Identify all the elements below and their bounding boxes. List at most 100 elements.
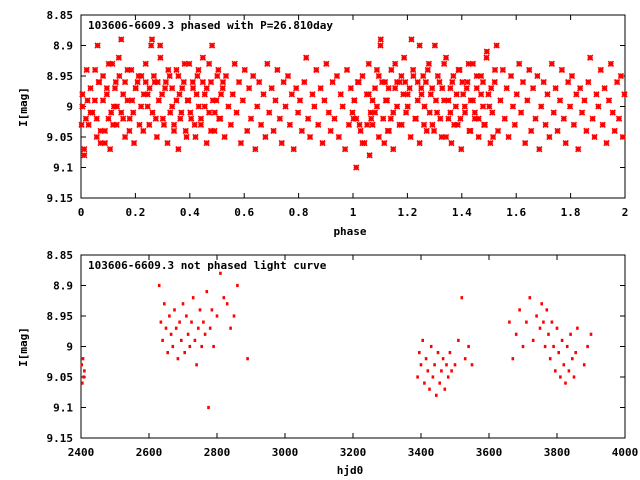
- phased-data-point: [331, 115, 338, 122]
- phased-data-point: [402, 78, 409, 86]
- unphased-data-point: [569, 332, 572, 336]
- phased-data-point: [99, 72, 107, 80]
- phased-data-point: [366, 152, 373, 159]
- unphased-data-point: [421, 338, 424, 342]
- phased-y-axis-label: I[mag]: [17, 87, 30, 127]
- phased-data-point: [544, 91, 551, 98]
- phased-data-point: [118, 36, 125, 43]
- phased-data-point: [597, 66, 604, 74]
- phased-data-point: [294, 109, 302, 116]
- unphased-data-point: [528, 296, 532, 300]
- phased-data-point: [78, 121, 85, 128]
- phased-data-point: [391, 85, 399, 92]
- phased-y-tick-label: 9.05: [47, 131, 74, 144]
- phased-data-point: [459, 78, 466, 86]
- unphased-data-point: [576, 326, 579, 330]
- unphased-data-point: [416, 375, 419, 379]
- phased-data-point: [84, 97, 91, 104]
- unphased-data-point: [205, 290, 209, 294]
- phased-data-point: [448, 139, 455, 147]
- unphased-data-point: [554, 369, 557, 373]
- unphased-data-point: [562, 363, 566, 367]
- unphased-data-point: [542, 320, 545, 324]
- phased-data-point: [491, 78, 498, 86]
- unphased-data-point: [428, 387, 431, 391]
- phased-data-point: [201, 103, 208, 110]
- phased-data-point: [195, 103, 202, 110]
- phased-data-point: [205, 60, 213, 67]
- phased-data-point: [375, 133, 383, 141]
- phased-data-point: [168, 103, 176, 110]
- phased-data-point: [148, 36, 156, 43]
- unphased-x-tick-label: 3200: [340, 446, 367, 459]
- unphased-data-point: [450, 369, 453, 373]
- phased-data-point: [130, 109, 137, 116]
- unphased-y-tick-label: 8.9: [53, 280, 73, 293]
- phased-data-point: [475, 133, 482, 141]
- phased-data-point: [487, 139, 494, 147]
- phased-data-point: [562, 139, 569, 147]
- phased-data-point: [621, 91, 628, 98]
- phased-data-point: [119, 91, 127, 98]
- phased-data-point: [493, 42, 500, 49]
- unphased-data-point: [545, 308, 549, 312]
- phased-data-point: [116, 72, 123, 80]
- phased-data-point: [357, 127, 364, 135]
- phased-data-point: [119, 115, 127, 122]
- phased-data-point: [99, 97, 107, 104]
- phased-data-point: [540, 78, 547, 86]
- unphased-data-point: [467, 344, 470, 349]
- unphased-data-point: [161, 338, 164, 342]
- unphased-data-point: [81, 357, 85, 361]
- phased-data-point: [155, 97, 162, 104]
- phased-data-point: [286, 121, 294, 128]
- unphased-x-tick-label: 2400: [68, 446, 95, 459]
- phased-data-point: [95, 78, 102, 86]
- phased-data-point: [201, 91, 208, 98]
- phased-data-point: [430, 127, 438, 135]
- phased-data-point: [354, 78, 362, 86]
- unphased-data-point: [246, 357, 249, 361]
- phased-data-point: [428, 85, 436, 92]
- phased-data-point: [385, 85, 392, 92]
- phased-data-point: [186, 60, 193, 67]
- phased-data-point: [387, 115, 394, 122]
- unphased-y-tick-label: 8.95: [47, 310, 74, 323]
- unphased-data-point: [185, 314, 188, 318]
- phased-data-point: [207, 78, 215, 86]
- phased-data-point: [209, 97, 217, 104]
- phased-data-point: [266, 109, 273, 116]
- phased-data-point: [542, 121, 549, 128]
- phased-x-tick-label: 1.8: [561, 206, 581, 219]
- unphased-x-axis-label: hjd0: [337, 464, 364, 477]
- phased-data-point: [576, 85, 584, 92]
- phased-data-point: [456, 66, 463, 74]
- phased-data-point: [216, 115, 223, 122]
- phased-data-point: [158, 91, 166, 98]
- phased-data-point: [396, 78, 403, 86]
- phased-data-point: [237, 139, 245, 147]
- phased-data-point: [108, 109, 115, 116]
- phased-data-point: [97, 127, 104, 135]
- phased-data-point: [91, 97, 99, 104]
- phased-data-point: [381, 139, 388, 147]
- phased-data-point: [187, 109, 194, 116]
- phased-data-point: [162, 78, 170, 86]
- phased-data-point: [105, 60, 112, 67]
- phased-data-point: [483, 48, 490, 55]
- phased-data-point: [516, 60, 523, 67]
- unphased-data-point: [564, 381, 567, 385]
- phased-data-point: [165, 66, 172, 74]
- phased-data-point: [420, 72, 427, 80]
- phased-data-point: [94, 42, 101, 49]
- unphased-data-point: [548, 357, 552, 361]
- phased-data-point: [427, 91, 434, 98]
- phased-data-point: [126, 127, 133, 135]
- phased-data-point: [150, 72, 158, 80]
- phased-data-point: [132, 85, 139, 92]
- phased-data-point: [146, 85, 153, 92]
- phased-data-point: [241, 66, 248, 74]
- phased-data-point: [345, 121, 353, 128]
- unphased-data-point: [176, 357, 180, 361]
- phased-data-point: [452, 103, 459, 110]
